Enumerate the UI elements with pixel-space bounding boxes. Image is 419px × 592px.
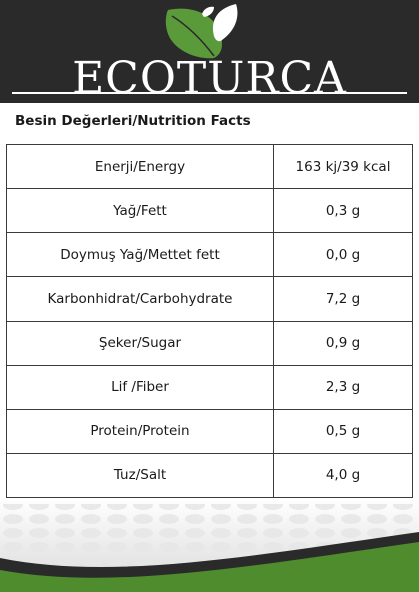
nutrient-label: Protein/Protein [6,408,274,454]
nutrient-value: 0,9 g [273,320,413,366]
nutrient-value: 2,3 g [273,364,413,410]
table-row: Tuz/Salt 4,0 g [6,452,413,499]
nutrient-label: Şeker/Sugar [6,320,274,366]
nutrient-value: 0,3 g [273,188,413,234]
nutrient-label: Doymuş Yağ/Mettet fett [6,232,274,278]
table-row: Şeker/Sugar 0,9 g [6,320,413,366]
nutrient-label: Karbonhidrat/Carbohydrate [6,276,274,322]
nutrient-label: Tuz/Salt [6,452,274,499]
table-title: Besin Değerleri/Nutrition Facts [15,113,251,129]
brand-header: ECOTURCA [0,0,419,104]
table-row: Yağ/Fett 0,3 g [6,188,413,234]
nutrient-value: 0,0 g [273,232,413,278]
brand-underline [12,92,407,94]
nutrient-value: 7,2 g [273,276,413,322]
nutrition-table: Enerji/Energy 163 kj/39 kcal Yağ/Fett 0,3 g… [6,143,413,499]
footer-decoration [0,498,419,592]
table-row: Enerji/Energy 163 kj/39 kcal [6,143,413,190]
brand-wordmark: ECOTURCA [72,53,347,104]
nutrient-label: Yağ/Fett [6,188,274,234]
nutrient-value: 0,5 g [273,408,413,454]
leaf-logo-icon [165,4,238,59]
nutrient-value: 4,0 g [273,452,413,499]
table-row: Protein/Protein 0,5 g [6,408,413,454]
table-row: Lif /Fiber 2,3 g [6,364,413,410]
table-row: Karbonhidrat/Carbohydrate 7,2 g [6,276,413,322]
nutrient-label: Lif /Fiber [6,364,274,410]
nutrient-label: Enerji/Energy [6,143,274,190]
table-row: Doymuş Yağ/Mettet fett 0,0 g [6,232,413,278]
nutrient-value: 163 kj/39 kcal [273,143,413,190]
